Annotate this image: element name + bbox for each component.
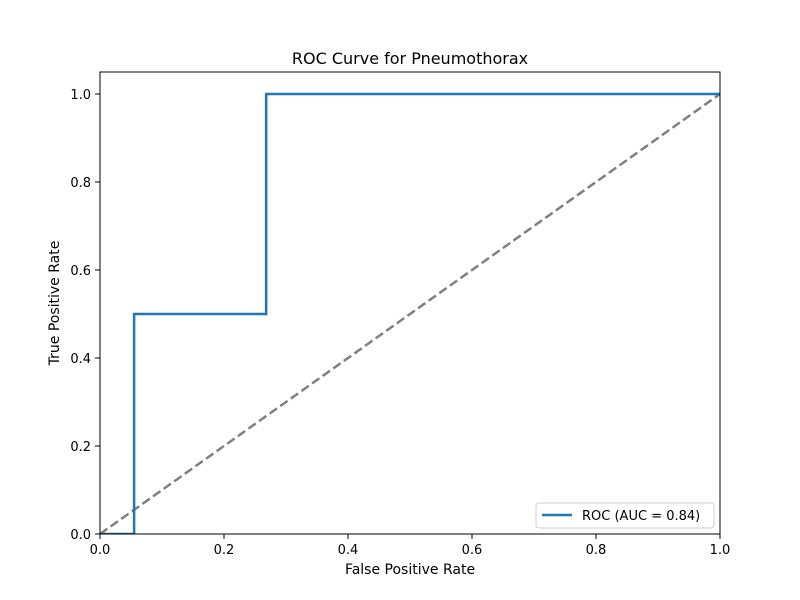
plot-area: [100, 92, 720, 534]
y-tick-label: 0.8: [70, 176, 91, 191]
x-tick-label: 0.0: [90, 543, 111, 558]
legend: ROC (AUC = 0.84): [535, 502, 715, 529]
x-tick-label: 0.6: [462, 543, 483, 558]
x-tick-label: 0.2: [214, 543, 235, 558]
y-tick-label: 0.2: [70, 440, 91, 455]
x-axis-label: False Positive Rate: [345, 562, 475, 578]
y-tick-label: 0.6: [70, 264, 91, 279]
axis-ticks: 0.0 0.2 0.4 0.6 0.8 1.0 0.0 0.2 0.4 0.6 0.8 1.0: [70, 88, 730, 558]
y-axis-label: True Positive Rate: [47, 241, 63, 367]
y-tick-label: 0.0: [70, 528, 91, 543]
x-tick-label: 0.8: [586, 543, 607, 558]
x-tick-label: 0.4: [338, 543, 359, 558]
y-tick-label: 0.4: [70, 352, 91, 367]
chart-title: ROC Curve for Pneumothorax: [292, 49, 528, 68]
x-tick-label: 1.0: [710, 543, 731, 558]
legend-label-roc: ROC (AUC = 0.84): [582, 509, 700, 524]
roc-curve-line: [100, 92, 720, 534]
chance-diagonal-line: [100, 92, 720, 534]
y-tick-label: 1.0: [70, 88, 91, 103]
plot-frame: [99, 71, 721, 535]
legend-frame: [535, 502, 715, 529]
